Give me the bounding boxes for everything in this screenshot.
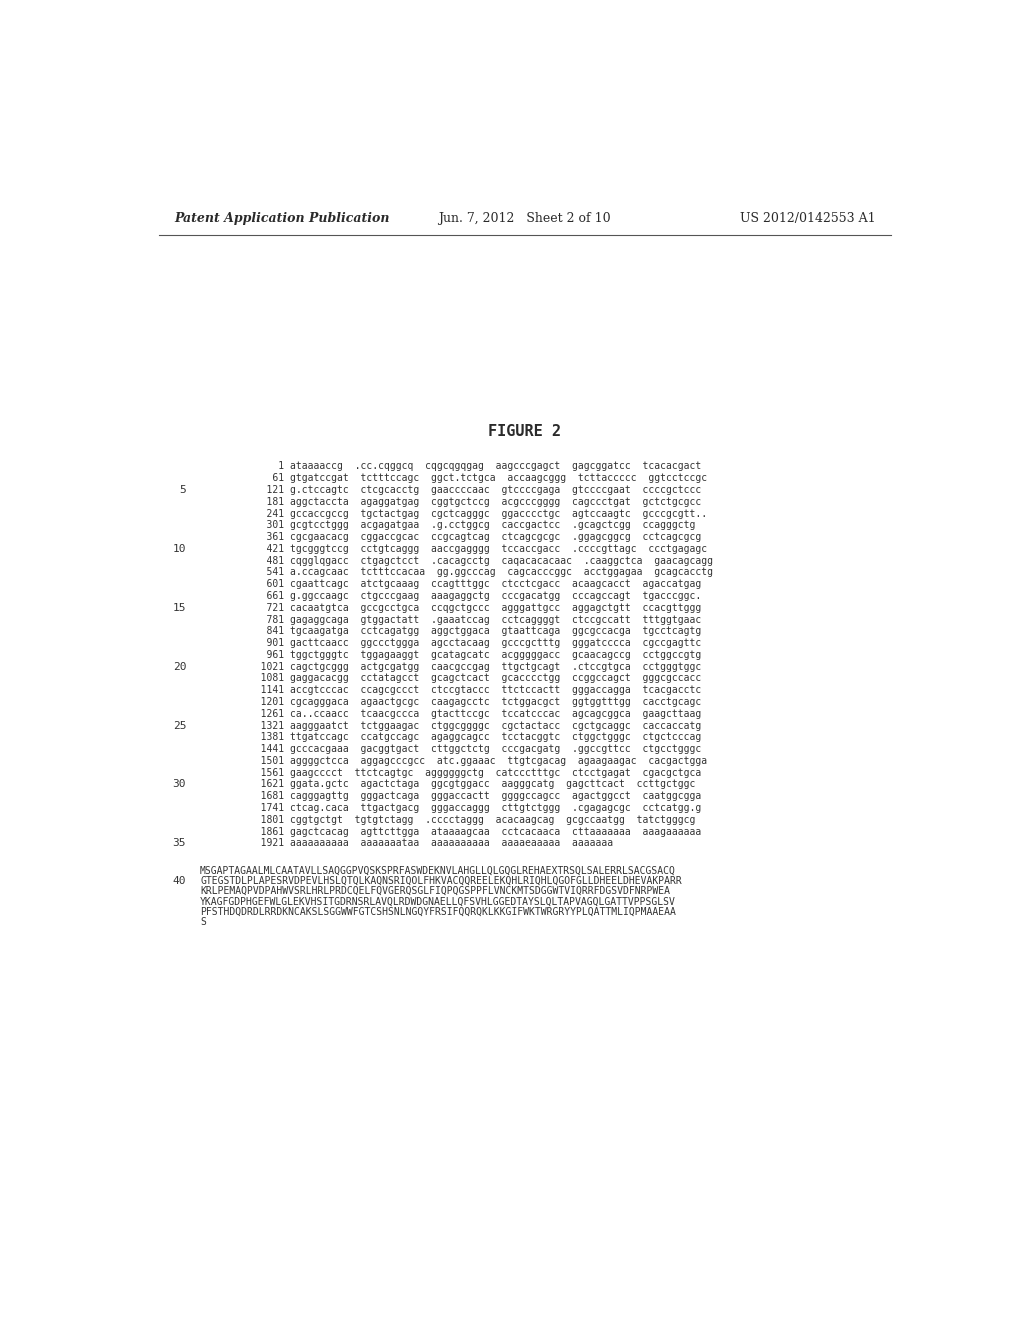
Text: 1021 cagctgcggg  actgcgatgg  caacgccgag  ttgctgcagt  .ctccgtgca  cctgggtggc: 1021 cagctgcggg actgcgatgg caacgccgag tt… xyxy=(243,661,701,672)
Text: 601 cgaattcagc  atctgcaaag  ccagtttggc  ctcctcgacc  acaagcacct  agaccatgag: 601 cgaattcagc atctgcaaag ccagtttggc ctc… xyxy=(243,579,701,589)
Text: 901 gacttcaacc  ggccctggga  agcctacaag  gcccgctttg  gggatcccca  cgccgagttc: 901 gacttcaacc ggccctggga agcctacaag gcc… xyxy=(243,638,701,648)
Text: Jun. 7, 2012   Sheet 2 of 10: Jun. 7, 2012 Sheet 2 of 10 xyxy=(438,213,611,224)
Text: 1441 gcccacgaaa  gacggtgact  cttggctctg  cccgacgatg  .ggccgttcc  ctgcctgggc: 1441 gcccacgaaa gacggtgact cttggctctg cc… xyxy=(243,744,701,754)
Text: 541 a.ccagcaac  tctttccacaa  gg.ggcccag  cagcacccggc  acctggagaa  gcagcacctg: 541 a.ccagcaac tctttccacaa gg.ggcccag ca… xyxy=(243,568,713,577)
Text: 1501 aggggctcca  aggagcccgcc  atc.ggaaac  ttgtcgacag  agaagaagac  cacgactgga: 1501 aggggctcca aggagcccgcc atc.ggaaac t… xyxy=(243,756,707,766)
Text: 481 cqgglqgacc  ctgagctcct  .cacagcctg  caqacacacaac  .caaggctca  gaacagcagg: 481 cqgglqgacc ctgagctcct .cacagcctg caq… xyxy=(243,556,713,566)
Text: 1 ataaaaccg  .cc.cqggcq  cqgcqgqgag  aagcccgagct  gagcggatcc  tcacacgact: 1 ataaaaccg .cc.cqggcq cqgcqgqgag aagccc… xyxy=(243,462,701,471)
Text: FIGURE 2: FIGURE 2 xyxy=(488,424,561,440)
Text: KRLPEMAQPVDPAHWVSRLHRLPRDCQELFQVGERQSGLFIQPQGSPPFLVNCKMTSDGGWTVIQRRFDGSVDFNRPWEA: KRLPEMAQPVDPAHWVSRLHRLPRDCQELFQVGERQSGLF… xyxy=(200,886,670,896)
Text: 1621 ggata.gctc  agactctaga  ggcgtggacc  aagggcatg  gagcttcact  ccttgctggc: 1621 ggata.gctc agactctaga ggcgtggacc aa… xyxy=(243,780,695,789)
Text: 61 gtgatccgat  tctttccagc  ggct.tctgca  accaagcggg  tcttaccccc  ggtcctccgc: 61 gtgatccgat tctttccagc ggct.tctgca acc… xyxy=(243,473,707,483)
Text: 961 tggctgggtc  tggagaaggt  gcatagcatc  acgggggacc  gcaacagccg  cctggccgtg: 961 tggctgggtc tggagaaggt gcatagcatc acg… xyxy=(243,649,701,660)
Text: 25: 25 xyxy=(173,721,186,730)
Text: 841 tgcaagatga  cctcagatgg  aggctggaca  gtaattcaga  ggcgccacga  tgcctcagtg: 841 tgcaagatga cctcagatgg aggctggaca gta… xyxy=(243,626,701,636)
Text: 241 gccaccgccg  tgctactgag  cgctcagggc  ggacccctgc  agtccaagtc  gcccgcgtt..: 241 gccaccgccg tgctactgag cgctcagggc gga… xyxy=(243,508,707,519)
Text: 181 aggctaccta  agaggatgag  cggtgctccg  acgcccgggg  cagccctgat  gctctgcgcc: 181 aggctaccta agaggatgag cggtgctccg acg… xyxy=(243,496,701,507)
Text: 121 g.ctccagtc  ctcgcacctg  gaaccccaac  gtccccgaga  gtccccgaat  ccccgctccc: 121 g.ctccagtc ctcgcacctg gaaccccaac gtc… xyxy=(243,484,701,495)
Text: MSGAPTAGAALMLCAATAVLLSAQGGPVQSKSPRFASWDEKNVLAHGLLQLGQGLREHAEXTRSQLSALERRLSACGSAC: MSGAPTAGAALMLCAATAVLLSAQGGPVQSKSPRFASWDE… xyxy=(200,866,676,875)
Text: 35: 35 xyxy=(173,838,186,849)
Text: 721 cacaatgtca  gccgcctgca  ccqgctgccc  agggattgcc  aggagctgtt  ccacgttggg: 721 cacaatgtca gccgcctgca ccqgctgccc agg… xyxy=(243,603,701,612)
Text: 1321 aagggaatct  tctggaagac  ctggcggggc  cgctactacc  cgctgcaggc  caccaccatg: 1321 aagggaatct tctggaagac ctggcggggc cg… xyxy=(243,721,701,730)
Text: 301 gcgtcctggg  acgagatgaa  .g.cctggcg  caccgactcc  .gcagctcgg  ccagggctg: 301 gcgtcctggg acgagatgaa .g.cctggcg cac… xyxy=(243,520,695,531)
Text: 421 tgcgggtccg  cctgtcaggg  aaccgagggg  tccaccgacc  .ccccgttagc  ccctgagagc: 421 tgcgggtccg cctgtcaggg aaccgagggg tcc… xyxy=(243,544,707,554)
Text: 1921 aaaaaaaaaa  aaaaaaataa  aaaaaaaaaa  aaaaeaaaaa  aaaaaaa: 1921 aaaaaaaaaa aaaaaaataa aaaaaaaaaa aa… xyxy=(243,838,612,849)
Text: 1201 cgcagggaca  agaactgcgc  caagagcctc  tctggacgct  ggtggtttgg  cacctgcagc: 1201 cgcagggaca agaactgcgc caagagcctc tc… xyxy=(243,697,701,708)
Text: S: S xyxy=(200,917,206,928)
Text: 30: 30 xyxy=(173,780,186,789)
Text: 361 cgcgaacacg  cggaccgcac  ccgcagtcag  ctcagcgcgc  .ggagcggcg  cctcagcgcg: 361 cgcgaacacg cggaccgcac ccgcagtcag ctc… xyxy=(243,532,701,543)
Text: YKAGFGDPHGEFWLGLEKVHSITGDRNSRLAVQLRDWDGNAELLQFSVHLGGEDTAYSLQLTAPVAGQLGATTVPPSGLS: YKAGFGDPHGEFWLGLEKVHSITGDRNSRLAVQLRDWDGN… xyxy=(200,896,676,907)
Text: 1081 gaggacacgg  cctatagcct  gcagctcact  gcacccctgg  ccggccagct  gggcgccacc: 1081 gaggacacgg cctatagcct gcagctcact gc… xyxy=(243,673,701,684)
Text: 20: 20 xyxy=(173,661,186,672)
Text: GTEGSTDLPLAPESRVDPEVLHSLQTQLKAQNSRIQOLFHKVACQQREELEKQHLRIQHLQGOFGLLDHEELDHEVAKPA: GTEGSTDLPLAPESRVDPEVLHSLQTQLKAQNSRIQOLFH… xyxy=(200,875,682,886)
Text: 1861 gagctcacag  agttcttgga  ataaaagcaa  cctcacaaca  cttaaaaaaa  aaagaaaaaa: 1861 gagctcacag agttcttgga ataaaagcaa cc… xyxy=(243,826,701,837)
Text: 15: 15 xyxy=(173,603,186,612)
Text: PFSTHDQDRDLRRDKNCAKSLSGGWWFGTCSHSNLNGQYFRSIFQQRQKLKKGIFWKTWRGRYYPLQATTMLIQPMAAEA: PFSTHDQDRDLRRDKNCAKSLSGGWWFGTCSHSNLNGQYF… xyxy=(200,907,676,917)
Text: US 2012/0142553 A1: US 2012/0142553 A1 xyxy=(740,213,876,224)
Text: 1381 ttgatccagc  ccatgccagc  agaggcagcc  tcctacggtc  ctggctgggc  ctgctcccag: 1381 ttgatccagc ccatgccagc agaggcagcc tc… xyxy=(243,733,701,742)
Text: 1141 accgtcccac  ccagcgccct  ctccgtaccc  ttctccactt  gggaccagga  tcacgacctc: 1141 accgtcccac ccagcgccct ctccgtaccc tt… xyxy=(243,685,701,696)
Text: 1741 ctcag.caca  ttgactgacg  gggaccaggg  cttgtctggg  .cgagagcgc  cctcatgg.g: 1741 ctcag.caca ttgactgacg gggaccaggg ct… xyxy=(243,803,701,813)
Text: 1681 cagggagttg  gggactcaga  gggaccactt  ggggccagcc  agactggcct  caatggcgga: 1681 cagggagttg gggactcaga gggaccactt gg… xyxy=(243,791,701,801)
Text: 1561 gaagcccct  ttctcagtgc  aggggggctg  catccctttgc  ctcctgagat  cgacgctgca: 1561 gaagcccct ttctcagtgc aggggggctg cat… xyxy=(243,768,701,777)
Text: 1801 cggtgctgt  tgtgtctagg  .cccctaggg  acacaagcag  gcgccaatgg  tatctgggcg: 1801 cggtgctgt tgtgtctagg .cccctaggg aca… xyxy=(243,814,695,825)
Text: 661 g.ggccaagc  ctgcccgaag  aaagaggctg  cccgacatgg  cccagccagt  tgacccggc.: 661 g.ggccaagc ctgcccgaag aaagaggctg ccc… xyxy=(243,591,701,601)
Text: 40: 40 xyxy=(173,875,186,886)
Text: 5: 5 xyxy=(179,484,186,495)
Text: Patent Application Publication: Patent Application Publication xyxy=(174,213,390,224)
Text: 781 gagaggcaga  gtggactatt  .gaaatccag  cctcaggggt  ctccgccatt  tttggtgaac: 781 gagaggcaga gtggactatt .gaaatccag cct… xyxy=(243,615,701,624)
Text: 10: 10 xyxy=(173,544,186,554)
Text: 1261 ca..ccaacc  tcaacgccca  gtacttccgc  tccatcccac  agcagcggca  gaagcttaag: 1261 ca..ccaacc tcaacgccca gtacttccgc tc… xyxy=(243,709,701,719)
